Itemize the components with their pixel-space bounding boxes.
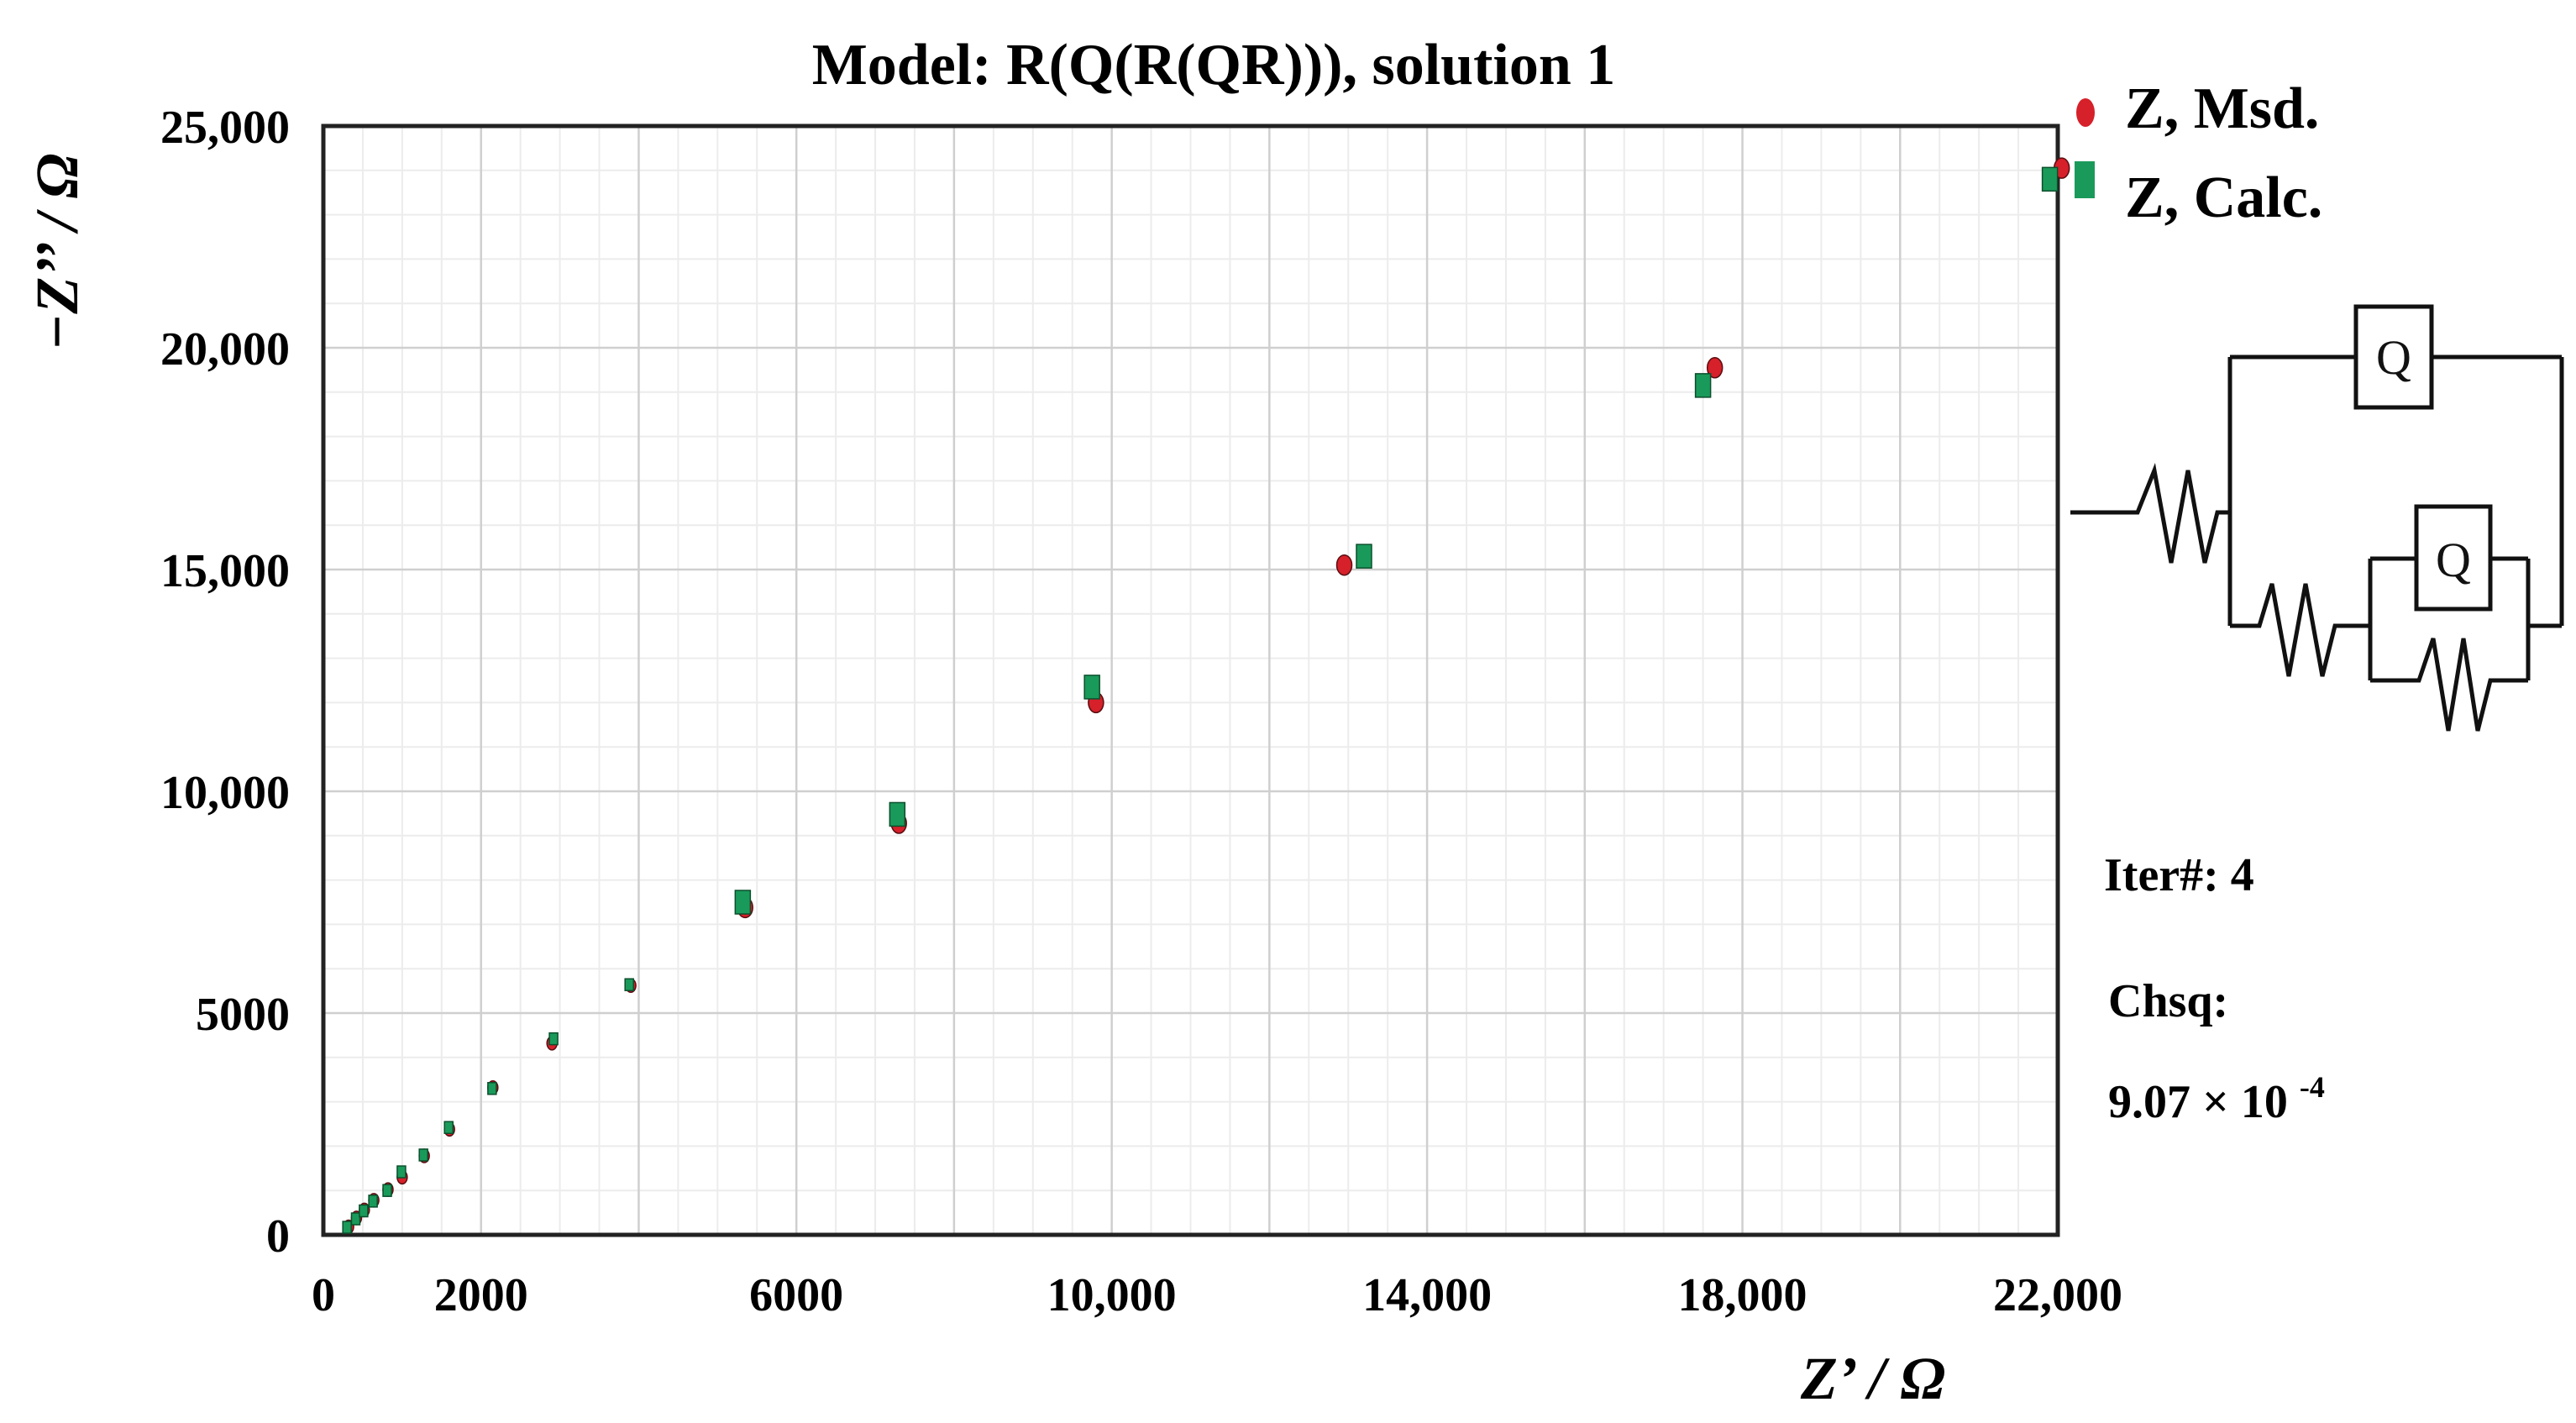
x-tick-label: 14,000 [1362, 1269, 1492, 1321]
chsq-exponent: -4 [2300, 1070, 2325, 1104]
legend: Z, Msd. Z, Calc. [2075, 76, 2322, 230]
x-axis-ticks: 0 2000 6000 10,000 14,000 18,000 22,000 [312, 1269, 2122, 1321]
y-tick-label: 10,000 [160, 767, 290, 819]
chsq-label: Chsq: [2108, 975, 2228, 1027]
plot-frame [321, 123, 2060, 1237]
resistor-1-icon [2070, 463, 2230, 564]
x-tick-label: 22,000 [1993, 1269, 2122, 1321]
data-point-calculated [443, 1121, 454, 1134]
x-axis-label: Z’ / Ω [1800, 1345, 1945, 1412]
chsq-value: 9.07 × 10 -4 [2108, 1070, 2325, 1128]
plot-area [321, 123, 2060, 1237]
data-point-calculated [1356, 543, 1372, 569]
chart-title: Model: R(Q(R(QR))), solution 1 [812, 33, 1616, 97]
data-point-calculated [382, 1184, 392, 1197]
x-tick-label: 2000 [434, 1269, 528, 1321]
legend-label-msd: Z, Msd. [2125, 76, 2319, 141]
y-tick-label: 5000 [196, 989, 290, 1041]
data-point-calculated [342, 1221, 352, 1234]
data-point-measured [1335, 554, 1353, 576]
data-point-calculated [1083, 675, 1100, 700]
y-tick-label: 15,000 [160, 545, 290, 597]
data-point-calculated [548, 1032, 559, 1046]
data-point-calculated [889, 801, 906, 827]
y-tick-label: 20,000 [160, 323, 290, 375]
x-tick-label: 6000 [749, 1269, 843, 1321]
data-point-calculated [2041, 166, 2059, 192]
series-layer [342, 157, 2070, 1235]
legend-item-msd: Z, Msd. [2076, 76, 2319, 141]
y-axis-label: −Z’’ / Ω [24, 154, 91, 351]
data-point-calculated [734, 890, 752, 915]
data-point-measured [1706, 357, 1723, 379]
data-point-calculated [418, 1148, 428, 1162]
fit-info: Iter#: 4 Chsq: 9.07 × 10 -4 [2104, 849, 2325, 1128]
equivalent-circuit-diagram: Q Q [2070, 304, 2564, 732]
resistor-2-icon [2230, 583, 2370, 677]
legend-label-calc: Z, Calc. [2125, 165, 2322, 230]
data-point-calculated [1694, 373, 1712, 398]
chsq-mantissa: 9.07 × 10 [2108, 1076, 2288, 1128]
cpe-q1-label: Q [2376, 330, 2411, 385]
data-point-calculated [396, 1165, 407, 1179]
x-tick-label: 10,000 [1047, 1269, 1177, 1321]
x-tick-label: 0 [312, 1269, 335, 1321]
legend-circle-marker-icon [2076, 98, 2095, 127]
series-calculated [342, 166, 2059, 1234]
y-axis-ticks: 0 5000 10,000 15,000 20,000 25,000 [160, 102, 290, 1263]
legend-item-calc: Z, Calc. [2075, 161, 2322, 230]
resistor-3-icon [2370, 638, 2528, 732]
y-tick-label: 0 [266, 1210, 290, 1263]
data-point-calculated [359, 1204, 369, 1218]
legend-square-marker-icon [2075, 161, 2095, 198]
y-tick-label: 25,000 [160, 102, 290, 154]
x-tick-label: 18,000 [1678, 1269, 1807, 1321]
data-point-calculated [350, 1212, 361, 1226]
data-point-calculated [624, 978, 634, 991]
iter-count: Iter#: 4 [2104, 849, 2254, 901]
data-point-calculated [487, 1082, 497, 1095]
cpe-q2-label: Q [2436, 533, 2471, 587]
data-point-calculated [368, 1195, 378, 1208]
